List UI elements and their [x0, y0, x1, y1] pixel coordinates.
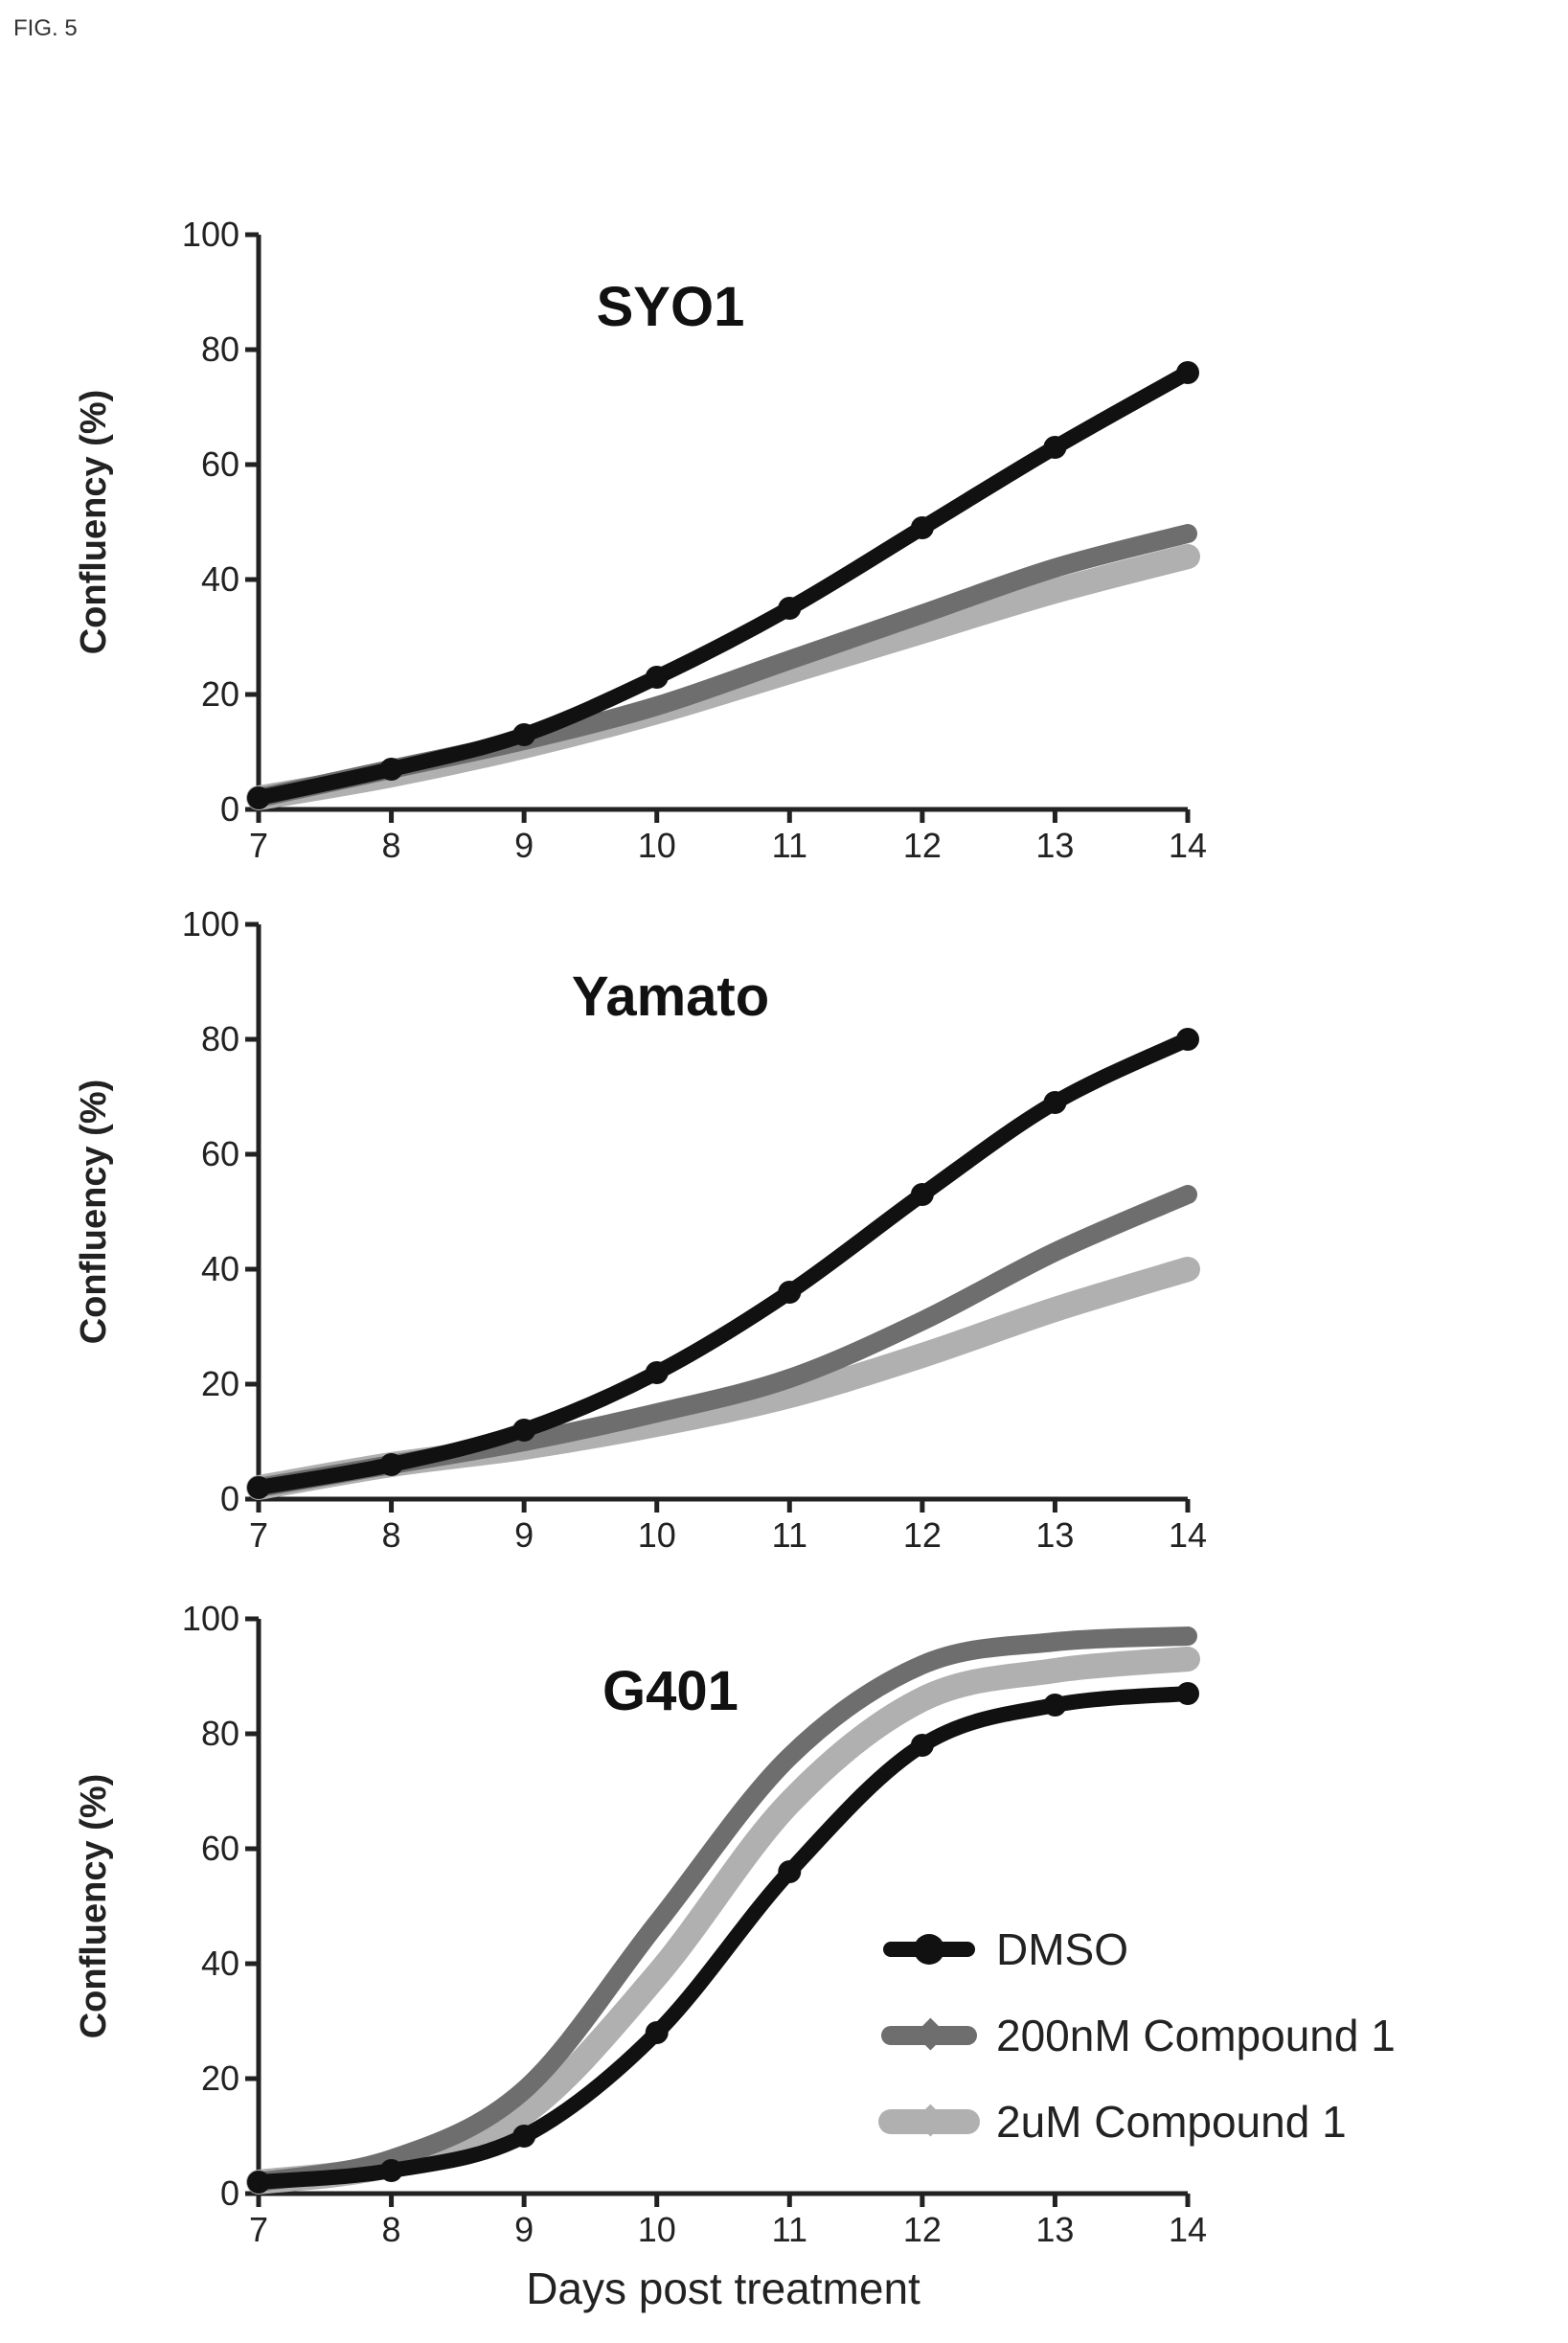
- x-tick-label: 14: [1169, 826, 1207, 865]
- data-point-dmso: [1043, 1694, 1067, 1717]
- x-tick-label: 11: [772, 1515, 807, 1555]
- x-tick-label: 9: [514, 2210, 534, 2249]
- data-point-dmso: [910, 1734, 934, 1757]
- panel-title: SYO1: [597, 276, 745, 338]
- y-tick-label: 0: [220, 1479, 239, 1518]
- legend-label: 200nM Compound 1: [996, 2011, 1396, 2060]
- x-tick-label: 7: [249, 2210, 268, 2249]
- x-tick-label: 12: [903, 1515, 942, 1555]
- x-tick-label: 10: [638, 1515, 676, 1555]
- data-point-dmso: [512, 2125, 536, 2148]
- legend-item-dmso: DMSO: [883, 1924, 1128, 1974]
- x-tick-label: 7: [249, 826, 268, 865]
- y-tick-label: 20: [201, 2059, 239, 2098]
- x-tick-label: 8: [382, 826, 401, 865]
- panel-title: G401: [602, 1660, 739, 1722]
- legend: DMSO 200nM Compound 1 2uM Compound 1: [878, 1924, 1396, 2147]
- panel-yamato: 0 20 40 60 80 100 7 8 9 10 11 12 13 14 Confluency (%) Y…: [74, 904, 1207, 1555]
- y-tick-label: 60: [201, 1134, 239, 1173]
- x-tick-label: 11: [772, 826, 807, 865]
- y-tick-label: 20: [201, 1364, 239, 1403]
- x-tick-label: 9: [514, 1515, 534, 1555]
- x-tick-label: 8: [382, 2210, 401, 2249]
- x-tick-label: 10: [638, 2210, 676, 2249]
- data-point-dmso: [1043, 436, 1067, 459]
- data-point-dmso: [778, 597, 802, 620]
- y-tick-label: 40: [201, 1249, 239, 1288]
- y-axis-title: Confluency (%): [74, 1774, 114, 2039]
- y-tick-label: 100: [182, 1599, 239, 1638]
- legend-item-2um-compound-1: 2uM Compound 1: [878, 2097, 1347, 2147]
- data-point-dmso: [778, 1860, 802, 1883]
- y-tick-label: 40: [201, 1944, 239, 1983]
- panel-g401: 0 20 40 60 80 100 7 8 9 10 11 12 13 14 Confluency (%) G…: [74, 1599, 1207, 2249]
- data-point-dmso: [247, 786, 270, 809]
- data-point-dmso: [1176, 1028, 1199, 1051]
- data-point-dmso: [512, 723, 536, 746]
- figure-label: FIG. 5: [13, 15, 78, 41]
- y-tick-label: 80: [201, 1019, 239, 1058]
- y-tick-label: 20: [201, 674, 239, 714]
- data-point-dmso: [379, 1453, 403, 1476]
- series-line-200nm-compound-1: [249, 1626, 1197, 2192]
- data-point-dmso: [645, 2021, 669, 2044]
- x-tick-label: 12: [903, 2210, 942, 2249]
- series-line-dmso: [251, 365, 1195, 806]
- y-tick-label: 100: [182, 215, 239, 254]
- y-axis-title: Confluency (%): [74, 1080, 114, 1345]
- panel-title: Yamato: [572, 966, 769, 1028]
- series-line-200nm-compound-1: [249, 524, 1197, 808]
- y-tick-label: 80: [201, 1714, 239, 1753]
- x-tick-label: 14: [1169, 1515, 1207, 1555]
- y-tick-label: 0: [220, 789, 239, 829]
- series-line-dmso: [251, 1686, 1195, 2190]
- x-tick-label: 9: [514, 826, 534, 865]
- y-tick-label: 80: [201, 330, 239, 369]
- legend-item-200nm-compound-1: 200nM Compound 1: [881, 2011, 1396, 2060]
- x-tick-label: 12: [903, 826, 942, 865]
- data-point-dmso: [379, 758, 403, 781]
- x-axis-title: Days post treatment: [526, 2263, 920, 2313]
- y-axis-title: Confluency (%): [74, 390, 114, 655]
- data-point-dmso: [645, 1361, 669, 1384]
- data-point-dmso: [512, 1419, 536, 1442]
- data-point-dmso: [1043, 1091, 1067, 1114]
- y-tick-label: 0: [220, 2173, 239, 2213]
- x-tick-label: 14: [1169, 2210, 1207, 2249]
- x-tick-label: 13: [1035, 2210, 1074, 2249]
- data-point-dmso: [1176, 361, 1199, 384]
- x-tick-label: 7: [249, 1515, 268, 1555]
- data-point-dmso: [379, 2159, 403, 2182]
- data-point-dmso: [910, 1183, 934, 1206]
- x-tick-label: 13: [1035, 1515, 1074, 1555]
- data-point-dmso: [645, 666, 669, 689]
- data-point-dmso: [910, 516, 934, 539]
- y-tick-label: 60: [201, 1829, 239, 1868]
- panel-syo1: 0 20 40 60 80 100 7 8 9 10 11 12 13 14 Confluency (%) S…: [74, 215, 1207, 865]
- data-point-dmso: [247, 1476, 270, 1499]
- y-tick-label: 40: [201, 559, 239, 599]
- x-tick-label: 8: [382, 1515, 401, 1555]
- legend-swatch-marker: [914, 2017, 947, 2051]
- legend-swatch-marker: [914, 1934, 944, 1965]
- x-tick-label: 11: [772, 2210, 807, 2249]
- legend-label: DMSO: [996, 1924, 1128, 1974]
- legend-swatch-marker: [914, 2104, 947, 2137]
- x-tick-label: 13: [1035, 826, 1074, 865]
- y-tick-label: 100: [182, 904, 239, 944]
- series-line-dmso: [251, 1032, 1195, 1495]
- y-tick-label: 60: [201, 444, 239, 484]
- data-point-dmso: [247, 2171, 270, 2194]
- data-point-dmso: [778, 1281, 802, 1304]
- data-point-dmso: [1176, 1682, 1199, 1705]
- legend-label: 2uM Compound 1: [996, 2097, 1347, 2147]
- x-tick-label: 10: [638, 826, 676, 865]
